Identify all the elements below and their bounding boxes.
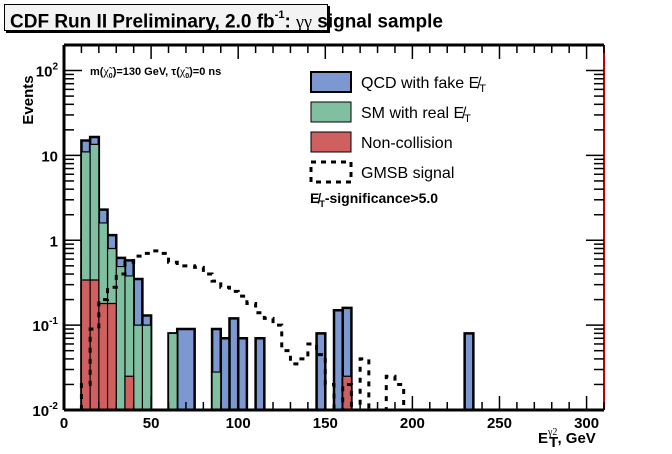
legend-swatch — [310, 101, 352, 123]
x-tick-label: 0 — [60, 415, 68, 432]
bar-qcd-with-fake-e-t — [220, 338, 230, 410]
y-tick-label: 10 — [41, 148, 58, 165]
bar-sm-with-real-e-t — [142, 325, 152, 410]
bar-qcd-with-fake-e-t — [238, 338, 247, 410]
x-tick-label: 100 — [226, 415, 251, 432]
bar-qcd-with-fake-e-t — [229, 318, 239, 410]
bar-non-collision — [98, 303, 108, 410]
bar-qcd-with-fake-e-t — [334, 310, 343, 410]
legend-swatch — [310, 71, 352, 93]
met-significance-cut-label: E̸T-significance>5.0 — [310, 190, 438, 209]
x-tick-label: 250 — [487, 415, 512, 432]
gmsb-signal-line — [79, 249, 413, 412]
legend-swatch — [309, 160, 353, 184]
bar-qcd-with-fake-e-t — [255, 338, 265, 410]
bar-non-collision — [124, 376, 134, 410]
title-colon: : — [284, 11, 297, 33]
x-tick-label: 300 — [574, 415, 599, 432]
x-axis-title-unit: , GeV — [557, 430, 595, 447]
title-sup: -1 — [274, 9, 285, 21]
bar-qcd-with-fake-e-t — [464, 333, 474, 410]
legend-item: GMSB signal — [309, 160, 454, 184]
outline-non-collision — [80, 279, 353, 410]
bar-sm-with-real-e-t — [90, 144, 99, 411]
legend-label: SM with real E̸T — [361, 105, 471, 125]
bar-sm-with-real-e-t — [116, 266, 125, 410]
x-tick-label: 50 — [143, 415, 160, 432]
histogram-bars — [80, 135, 475, 411]
legend-label: QCD with fake E̸T — [361, 75, 486, 95]
bar-qcd-with-fake-e-t — [316, 333, 326, 410]
mass-lifetime-annotation: m(χ̃0)=130 GeV, τ(χ̃0)=0 ns — [90, 64, 221, 80]
bar-sm-with-real-e-t — [212, 372, 221, 410]
bar-qcd-with-fake-e-t — [342, 307, 352, 410]
legend-swatch — [310, 131, 352, 153]
gmsb-signal-path — [79, 249, 413, 412]
y-tick-label: 10-1 — [32, 316, 58, 335]
legend-item: QCD with fake E̸T — [310, 71, 486, 95]
axis-ticks — [63, 44, 605, 411]
title-main: CDF Run II Preliminary, 2.0 fb — [10, 11, 275, 33]
svg-text:E̸T-significance>5.0: E̸T-significance>5.0 — [310, 190, 438, 209]
legend-item: SM with real E̸T — [310, 101, 471, 125]
tick-labels: 0 50 100 150 200 250 300 10-2 10-1 1 10 102 — [32, 62, 599, 432]
svg-text:Eγ2, GeV: Eγ2, GeV — [538, 427, 596, 447]
outline-sm-with-real-e-t — [80, 143, 222, 410]
bar-non-collision — [107, 303, 117, 410]
bar-sm-with-real-e-t — [133, 325, 143, 410]
legend-item: Non-collision — [310, 131, 453, 153]
x-axis-title-sub: T — [549, 434, 558, 451]
bar-non-collision — [342, 376, 352, 410]
x-tick-label: 200 — [400, 415, 425, 432]
y-tick-label: 102 — [36, 62, 59, 81]
bar-sm-with-real-e-t — [124, 275, 134, 410]
title-greek: γγ — [296, 11, 312, 32]
y-tick-label: 1 — [50, 233, 58, 250]
bar-sm-with-real-e-t — [168, 333, 178, 410]
x-axis-title: Eγ2, GeV T — [538, 427, 596, 451]
y-axis-title: Events — [20, 75, 37, 124]
chart-title: CDF Run II Preliminary, 2.0 fb-1: γγ sig… — [4, 4, 443, 33]
legend-label: Non-collision — [361, 135, 453, 152]
legend: QCD with fake E̸T SM with real E̸T Non-col… — [309, 71, 486, 184]
x-axis-title-main: E — [538, 430, 548, 447]
axes — [62, 43, 605, 412]
x-tick-label: 150 — [313, 415, 338, 432]
svg-text:m(χ̃0)=130 GeV, τ(χ̃0)=0 ns: m(χ̃0)=130 GeV, τ(χ̃0)=0 ns — [90, 64, 221, 80]
bar-non-collision — [90, 280, 99, 410]
bar-non-collision — [81, 280, 91, 410]
x-axis-title-sup: γ2 — [547, 427, 557, 438]
bar-qcd-with-fake-e-t — [177, 329, 195, 410]
legend-label: GMSB signal — [361, 165, 454, 182]
bar-qcd-with-fake-e-t — [212, 329, 221, 410]
title-tail: signal sample — [311, 11, 443, 33]
y-tick-label: 10-2 — [32, 401, 58, 420]
